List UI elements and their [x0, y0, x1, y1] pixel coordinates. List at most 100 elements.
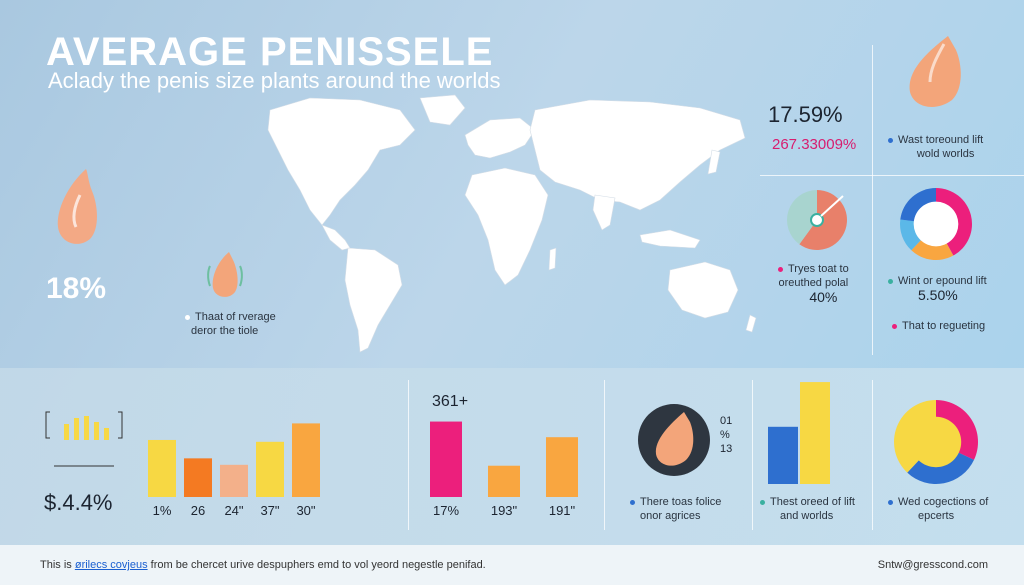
footer-suffix: from be chercet urive despuphers emd to … — [150, 559, 486, 571]
dark-circle-labels: 01 % 13 — [720, 414, 732, 456]
legend-dot — [760, 499, 765, 505]
bar — [546, 437, 578, 497]
tick-label: 193" — [491, 503, 518, 518]
map-europe — [464, 117, 536, 159]
right-stat-secondary: 267.33009% — [772, 136, 857, 153]
donut-value: 5.50% — [918, 287, 958, 303]
caption-c-line2: epcerts — [918, 510, 955, 522]
map-japan — [707, 149, 721, 175]
donut-hole — [910, 416, 962, 468]
footer — [0, 545, 1024, 585]
map-new-zealand — [745, 314, 757, 333]
tick-label: 24" — [224, 503, 243, 518]
bar — [768, 426, 798, 484]
caption-a-line1: There toas folice — [640, 496, 722, 508]
legend-dot — [778, 266, 783, 272]
bar-chart-3 — [768, 382, 830, 484]
legend-dot — [888, 499, 893, 505]
caption-c-line1: Wed cogections of — [898, 496, 989, 508]
divider — [752, 380, 753, 530]
mini-bars-icon — [45, 411, 123, 467]
donut-hole — [913, 201, 959, 247]
caption-b-line2: and worlds — [780, 510, 834, 522]
map-south-america — [344, 247, 403, 353]
pie1-caption-line2: oreuthed polal — [778, 277, 849, 289]
map-australia — [667, 261, 739, 319]
bar — [148, 439, 176, 497]
footer-email[interactable]: Sntw@gresscond.com — [877, 559, 988, 571]
caption-b-line1: Thest oreed of lift — [770, 496, 855, 508]
donut-note: That to regueting — [892, 319, 985, 333]
caption-b: Thest oreed of lift and worlds — [760, 495, 855, 523]
mini-stat: $.4.4% — [44, 490, 113, 515]
pie-pointer — [820, 195, 844, 217]
map-africa — [464, 167, 549, 286]
divider — [604, 380, 605, 530]
pie-chart-1 — [787, 190, 847, 250]
map-india — [592, 194, 616, 231]
chart2-top-label: 361+ — [432, 393, 469, 410]
legend-top: Wast toreound lift wold worlds — [888, 133, 983, 161]
donut-note-text: That to regueting — [902, 320, 986, 332]
left-stat: 18% — [46, 272, 107, 305]
bar — [220, 464, 248, 497]
tick-label: 1% — [153, 503, 172, 518]
map-caption: Thaat of rverage deror the tiole — [185, 310, 276, 338]
bar — [488, 465, 520, 497]
footer-prefix: This is — [40, 559, 72, 571]
bar-chart-2: 17% 193" 191" — [430, 421, 578, 518]
pie-slice — [787, 190, 817, 245]
donut-caption-line1: Wint or epound lift — [898, 275, 987, 287]
drop-circle-icon — [638, 404, 710, 476]
legend-dot — [185, 314, 190, 320]
drop-icon-small — [207, 252, 243, 297]
dark-circle-label-3: 13 — [720, 443, 733, 455]
divider — [408, 380, 409, 530]
tick-label: 30" — [296, 503, 315, 518]
legend-dot — [888, 137, 893, 143]
tick-label: 17% — [433, 503, 459, 518]
donut-chart-2 — [894, 400, 978, 484]
legend-dot — [892, 323, 897, 329]
bar — [256, 441, 284, 497]
footer-text: This is ørilecs covjeus from be chercet … — [40, 559, 486, 571]
tick-label: 26 — [191, 503, 205, 518]
map-caption-line1: Thaat of rverage — [195, 311, 276, 323]
pie-center-marker — [810, 213, 824, 227]
map-greenland — [419, 94, 466, 126]
bar — [800, 382, 830, 484]
tick-label: 37" — [260, 503, 279, 518]
dark-circle-label-2: % — [720, 429, 730, 441]
caption-a-line2: onor agrices — [640, 510, 701, 522]
legend-dot — [888, 278, 893, 284]
pie1-caption: Tryes toat to oreuthed polal 40% — [778, 262, 849, 306]
map-indonesia — [639, 229, 701, 249]
divider — [872, 380, 873, 530]
page-title: AVERAGE PENISSELE — [46, 30, 494, 74]
map-madagascar — [548, 247, 557, 271]
divider — [872, 45, 873, 355]
footer-link[interactable]: ørilecs covjeus — [74, 559, 148, 571]
caption-a: There toas folice onor agrices — [630, 495, 721, 523]
pie1-value: 40% — [809, 289, 838, 305]
bar-chart-1: 1% 26 24" 37" 30" — [148, 423, 320, 518]
dark-circle-label-1: 01 — [720, 415, 733, 427]
bar — [292, 423, 320, 497]
map-caption-line2: deror the tiole — [191, 325, 259, 337]
bar — [430, 421, 462, 497]
map-central-america — [321, 224, 351, 251]
caption-c: Wed cogections of epcerts — [888, 495, 988, 523]
pie1-caption-line1: Tryes toat to — [788, 263, 849, 275]
drop-icon-top-right — [909, 36, 961, 107]
tick-label: 191" — [549, 503, 576, 518]
world-map — [267, 94, 757, 353]
legend-top-line2: wold worlds — [916, 148, 975, 160]
right-stat-top: 17.59% — [768, 102, 843, 127]
page-subtitle: Aclady the penis size plants around the … — [48, 68, 501, 93]
map-asia — [529, 99, 746, 211]
divider — [760, 175, 1024, 176]
bar — [184, 458, 212, 497]
legend-dot — [630, 499, 635, 505]
donut-caption: Wint or epound lift 5.50% — [888, 274, 987, 304]
map-north-america — [267, 97, 416, 226]
